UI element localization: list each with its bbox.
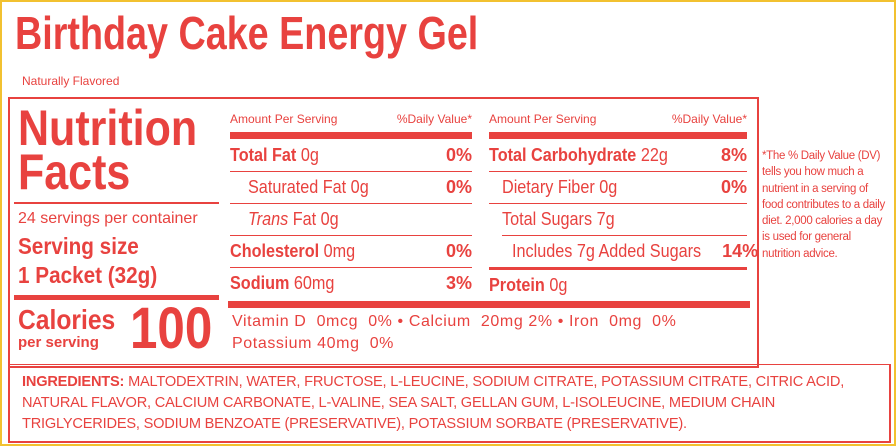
nutrient-dv: 3% [445,273,472,293]
nutrient-row: Sodium 60mg 3% [230,268,472,299]
rule [489,203,747,204]
nutrient-name: Fat [292,209,317,229]
calories-sub: per serving [18,334,99,351]
footnote: *The % Daily Value (DV) tells you how mu… [762,150,885,260]
nutrient-dv: 0% [445,145,472,165]
nutrient-amount: 0g [320,209,339,229]
nutrient-row: Trans Fat 0g [248,204,472,235]
nutrient-amount: 22g [640,145,668,165]
ingredients-label: INGREDIENTS: [22,374,125,390]
nutrient-name: Cholesterol [230,241,320,261]
nutrient-name: Total Sugars [502,209,593,229]
nutrient-row: Protein 0g [489,270,747,301]
serving-size: 1 Packet (32g) [18,262,158,288]
nutrient-row: Includes 7g Added Sugars 14% [512,236,758,267]
heading-line: Nutrition [18,100,198,156]
subtitle: Naturally Flavored [22,74,120,88]
nutrient-amount: 60mg [293,273,335,293]
table-header: Amount Per Serving %Daily Value* [489,112,747,126]
nutrient-dv: 0% [720,177,747,197]
header-cell: %Daily Value* [396,112,472,126]
nutrient-row: Cholesterol 0mg 0% [230,236,472,267]
micro-dv: 0% [368,313,393,330]
nutrient-name: Sodium [230,273,290,293]
servings: 24 servings per container [18,210,198,227]
rule [14,202,219,204]
header-cell: Amount Per Serving [489,112,597,126]
micro-name: Potassium [232,335,313,352]
header-cell: %Daily Value* [671,112,747,126]
nutrient-row: Total Carbohydrate 22g 8% [489,140,747,171]
micro-name: Vitamin D [232,313,307,330]
rule [230,203,472,204]
micro-amount: 40mg [317,335,360,352]
nutrient-dv: 0% [445,177,472,197]
rule [230,171,472,172]
micronutrients: Potassium 40mg 0% [232,335,394,353]
nutrient-amount: 0g [300,145,319,165]
rule [502,235,747,236]
ingredients-text: MALTODEXTRIN, WATER, FRUCTOSE, L-LEUCINE… [22,374,845,432]
nutrient-dv: 8% [720,145,747,165]
heading-line: Facts [18,144,131,200]
rule [489,132,747,139]
micronutrients: Vitamin D 0mcg 0% • Calcium 20mg 2% • Ir… [232,313,677,330]
nutrient-amount: 0g [599,177,618,197]
nutrient-row: Saturated Fat 0g 0% [248,172,472,203]
nutrient-row: Total Fat 0g 0% [230,140,472,171]
title: Birthday Cake Energy Gel [15,7,479,59]
nutrient-name: Total Fat [230,145,297,165]
nutrient-name: Includes 7g Added Sugars [512,241,702,261]
nutrient-name: Saturated Fat [248,177,347,197]
calories: 100 [130,296,213,361]
nutrient-amount: 0mg [323,241,356,261]
nutrient-name: Dietary Fiber [502,177,595,197]
facts-box [8,97,759,368]
micro-dv: 0% [369,335,395,352]
rule [489,171,747,172]
nutrient-row: Total Sugars 7g [502,204,747,235]
rule [230,267,472,268]
rule [230,235,472,236]
nutrient-amount: 0g [350,177,369,197]
micro-dv: 2% [528,313,553,330]
micro-name: Iron [569,313,599,330]
table-header: Amount Per Serving %Daily Value* [230,112,472,126]
calories-label: Calories [18,304,116,335]
micro-name: Calcium [408,313,471,330]
ingredients-box [8,364,891,443]
rule [14,295,219,300]
facts-heading: Nutrition Facts [18,100,198,200]
micro-amount: 0mcg [316,313,359,330]
nutrient-row: Dietary Fiber 0g 0% [502,172,747,203]
nutrient-dv: 0% [445,241,472,261]
micro-amount: 20mg [480,313,524,330]
serving-size-label: Serving size [18,233,139,259]
nutrient-amount: 0g [549,275,568,295]
rule [228,301,750,308]
rule [489,267,747,270]
rule [230,132,472,139]
micro-dv: 0% [652,313,677,330]
header-cell: Amount Per Serving [230,112,338,126]
nutrient-amount: 7g [596,209,615,229]
nutrient-dv: 14% [722,241,759,261]
nutrient-name: Total Carbohydrate [489,145,637,165]
ingredients: INGREDIENTS: MALTODEXTRIN, WATER, FRUCTO… [22,372,884,435]
nutrient-name: Protein [489,275,545,295]
nutrient-name-italic: Trans [248,209,289,229]
micro-amount: 0mg [609,313,643,330]
